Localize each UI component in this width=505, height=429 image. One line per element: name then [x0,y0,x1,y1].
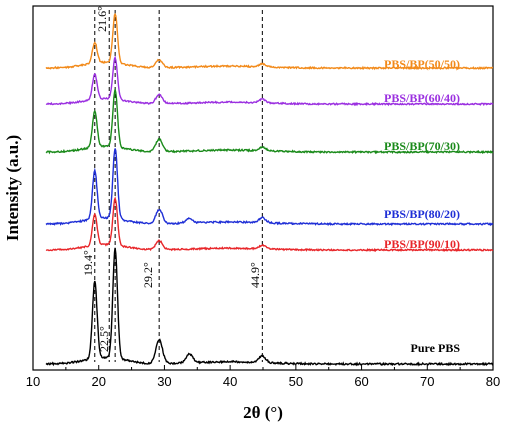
series-label: Pure PBS [411,341,461,355]
y-axis-title: Intensity (a.u.) [3,135,22,241]
series-labels: Pure PBS PBS/BP(90/10) PBS/BP(80/20) PBS/BP… [384,57,460,355]
peak-label: 19.4° [81,250,95,276]
series-label: PBS/BP(70/30) [384,139,460,153]
peak-label: 29.2° [141,262,155,288]
series-lines [45,12,494,367]
series-label: PBS/BP(80/20) [384,207,460,221]
series-line [45,55,494,107]
series-line [45,12,494,71]
series-line [45,148,494,227]
x-tick-label: 30 [157,374,171,389]
x-axis-title: 2θ (°) [243,403,283,422]
x-tick-label: 50 [289,374,303,389]
series-line [45,247,494,367]
series-label: PBS/BP(90/10) [384,237,460,251]
x-tick-label: 60 [354,374,368,389]
x-tick-label: 20 [91,374,105,389]
series-label: PBS/BP(50/50) [384,57,460,71]
peak-label: 21.6° [95,6,109,32]
x-tick-label: 40 [223,374,237,389]
x-axis-ticks: 10 20 30 40 50 60 70 80 [26,365,500,389]
peak-label: 22.5° [97,326,111,352]
series-label: PBS/BP(60/40) [384,91,460,105]
peak-labels: 19.4° 21.6° 22.5° 29.2° 44.9° [81,6,262,352]
series-line [45,89,494,155]
x-tick-label: 80 [486,374,500,389]
reference-lines [94,10,263,362]
series-line [45,196,494,253]
x-tick-label: 70 [420,374,434,389]
x-tick-label: 10 [26,374,40,389]
peak-label: 44.9° [248,262,262,288]
